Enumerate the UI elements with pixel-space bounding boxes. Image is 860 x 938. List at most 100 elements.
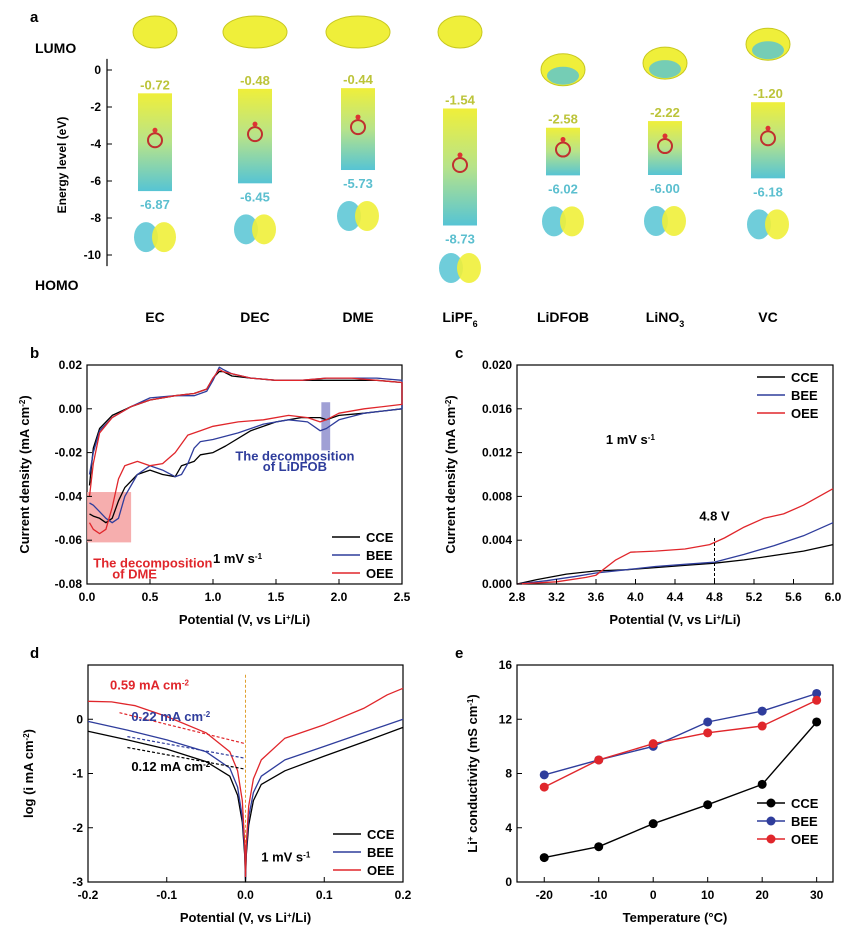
panel-c-xtick-label: 5.2 — [746, 590, 763, 604]
panel-b-ytick-label: 0.02 — [59, 358, 83, 372]
panel-b-series-oee — [88, 368, 403, 535]
lumo-orbital-lobe — [222, 15, 288, 49]
panel-b-xlabel: Potential (V, vs Li+/Li) — [179, 612, 310, 627]
panel-c-ylabel: Current density (mA cm-2) — [443, 395, 458, 553]
molecule-vc: -1.20 -6.18 VC — [745, 27, 791, 325]
lumo-orbital-icon — [132, 15, 178, 49]
molecule-structure-icon — [147, 127, 163, 149]
homo-orbital-lobe — [765, 209, 789, 240]
panel-b-xtick-label: 0.5 — [142, 590, 159, 604]
molecule-atom — [355, 114, 361, 120]
panel-d-xlabel-part: + — [287, 911, 292, 920]
panel-c-series-cce — [516, 543, 834, 585]
legend-label-cce: CCE — [791, 796, 819, 811]
panel-a-axis: 0 -2 -4 -6 -8 -10 — [84, 58, 112, 267]
lumo-orbital-icon — [745, 27, 791, 61]
panel-d-bee-i0-part: -2 — [203, 709, 211, 718]
molecule-name: VC — [758, 309, 777, 325]
lumo-orbital-lobe — [132, 15, 178, 49]
molecule-structure-icon — [247, 121, 263, 143]
molecule-structure-icon — [657, 133, 673, 155]
panel-d-label: d — [30, 645, 39, 662]
molecule-ring — [555, 141, 571, 158]
panel-b-ytick-label: -0.06 — [55, 533, 83, 547]
panel-d-bee-i0: 0.22 mA cm-2 — [131, 709, 210, 724]
panel-d-series-oee — [87, 687, 404, 878]
panel-a-ytick-label: -10 — [84, 248, 102, 262]
panel-c-series-oee — [516, 488, 834, 585]
panel-d-xlabel-part: Potential (V, vs Li — [180, 910, 287, 925]
panel-c-rate-annotation: 1 mV s-1 — [606, 432, 656, 447]
panel-c-xtick-label: 6.0 — [825, 590, 842, 604]
lumo-orbital-icon — [642, 46, 688, 80]
panel-b-ylabel-part: -2 — [18, 399, 27, 407]
panel-c-label: c — [455, 345, 463, 362]
panel-e-point-oee — [594, 755, 604, 765]
lidfob-decomposition-box — [321, 402, 331, 451]
lumo-orbital-icon — [222, 15, 288, 49]
molecule-lipf6: -1.54 -8.73 LiPF6 — [437, 15, 483, 329]
homo-value: -6.18 — [753, 184, 783, 199]
panel-d-cce-i0-part: -2 — [203, 759, 211, 768]
panel-d-rate-annotation-part: -1 — [303, 850, 311, 859]
molecule-name: LiNO3 — [646, 309, 684, 329]
panel-e-ylabel-part: conductivity (mS cm — [465, 706, 480, 837]
panel-e-ytick-label: 16 — [499, 658, 513, 672]
panel-e-point-cce — [812, 717, 822, 727]
panel-b-ytick-label: -0.04 — [55, 489, 83, 503]
panel-b-ylabel-part: ) — [17, 395, 32, 399]
molecule-atom — [765, 125, 771, 131]
energy-gap-bar — [238, 88, 272, 184]
molecule-ring — [247, 126, 263, 143]
energy-gap-bar — [648, 121, 682, 175]
panel-c-ylabel-part: -2 — [444, 399, 453, 407]
panel-d-ytick-label: -2 — [72, 821, 83, 835]
panel-e-ytick-label: 4 — [505, 821, 512, 835]
panel-c-ytick-label: 0.000 — [482, 577, 512, 591]
panel-e-point-oee — [812, 695, 822, 705]
molecule-ring — [147, 132, 163, 149]
panel-c-marker-label: 4.8 V — [699, 508, 730, 523]
panel-c-xlabel-part: + — [717, 613, 722, 622]
panel-d-oee-i0-part: -2 — [182, 678, 190, 687]
molecule-ring — [760, 130, 776, 147]
panel-d-bee-i0-part: 0.22 mA cm — [131, 709, 203, 724]
panel-e-label: e — [455, 645, 463, 662]
panel-d-ylabel-part: -2 — [22, 733, 31, 741]
lumo-value: -0.72 — [140, 77, 170, 92]
legend-label-oee: OEE — [366, 566, 394, 581]
panel-b-xtick-label: 0.0 — [79, 590, 96, 604]
homo-value: -5.73 — [343, 176, 373, 191]
lumo-value: -0.44 — [343, 72, 373, 87]
legend-label-bee: BEE — [367, 845, 394, 860]
lidfob-annotation: The decomposition — [235, 448, 354, 463]
panel-c-ytick-label: 0.008 — [482, 489, 512, 503]
energy-gap-bar — [443, 108, 477, 226]
panel-c-ytick-label: 0.020 — [482, 358, 512, 372]
legend-label-bee: BEE — [791, 814, 818, 829]
molecule-name: DEC — [240, 309, 270, 325]
panel-b-ylabel: Current density (mA cm-2) — [17, 395, 32, 553]
panel-e-series-bee — [544, 692, 817, 776]
lumo-value: -1.54 — [445, 92, 475, 107]
molecule-atom — [252, 121, 258, 127]
panel-a-ytick-label: -4 — [90, 137, 101, 151]
panel-e-point-oee — [539, 782, 549, 792]
molecule-name-main: LiNO — [646, 309, 680, 325]
panel-d-tafel-fit-bee — [127, 736, 246, 759]
panel-e-point-oee — [648, 739, 658, 749]
lumo-orbital-icon — [437, 15, 483, 49]
homo-value: -6.02 — [548, 181, 578, 196]
molecule-name-main: DEC — [240, 309, 270, 325]
legend-label-oee: OEE — [791, 832, 819, 847]
panel-b-ytick-label: 0.00 — [59, 402, 83, 416]
homo-orbital-lobe — [457, 253, 481, 283]
panel-e-series-oee — [543, 699, 817, 788]
lumo-value: -1.20 — [753, 86, 783, 101]
panel-e-xlabel: Temperature (°C) — [623, 910, 728, 925]
panel-e-point-cce — [648, 819, 658, 829]
panel-d-xlabel-part: /Li) — [292, 910, 312, 925]
lumo-orbital-lobe — [325, 15, 391, 49]
panel-c-rate-annotation-part: -1 — [648, 432, 656, 441]
molecule-lino3: -2.22 -6.00 LiNO3 — [642, 46, 688, 329]
